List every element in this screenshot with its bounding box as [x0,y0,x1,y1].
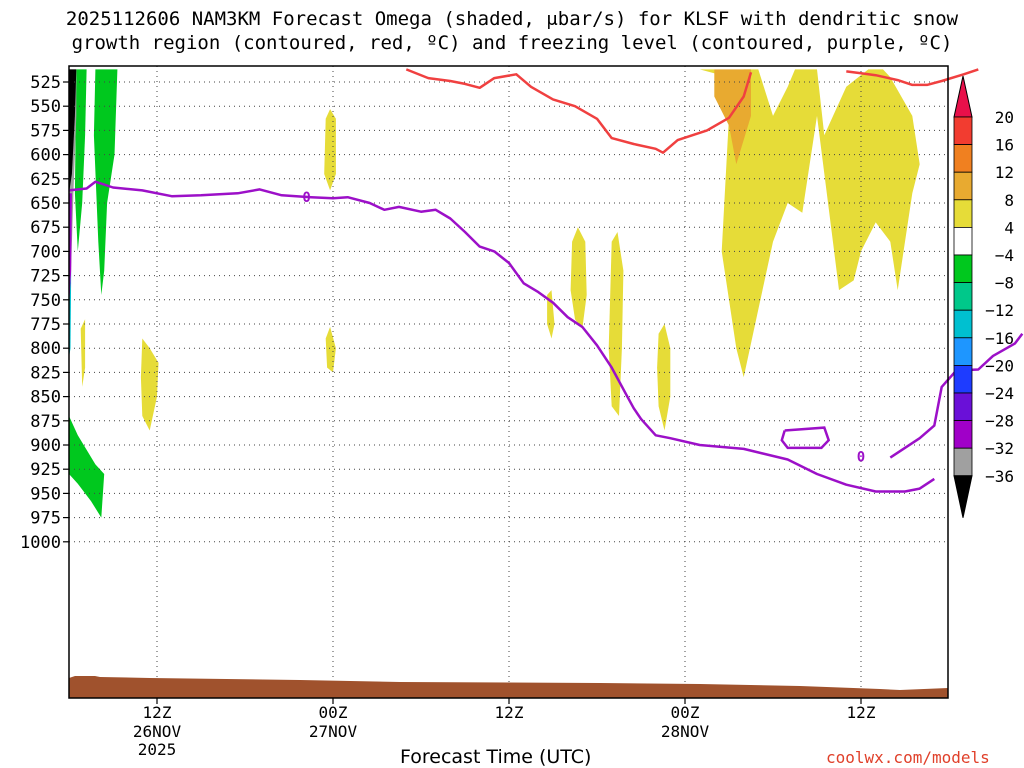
contour-loop [780,426,831,450]
colorbar-label-7: −12 [985,301,1014,320]
colorbar-label-13: −36 [985,467,1014,486]
omega-region-7 [657,324,671,431]
y-tick-label-825: 825 [30,363,61,383]
omega-region-2 [324,109,336,191]
colorbar-label-12: −32 [985,439,1014,458]
colorbar-label-8: −16 [985,329,1014,348]
x-date-label-6: 26NOV [133,722,182,741]
omega-region-1 [714,69,751,165]
omega-shading [69,69,920,518]
colorbar-label-9: −20 [985,356,1014,375]
colorbar: 20 16 12 8 4 −4 −8 −12 −16 −20 −24 −28 −32 −36 [953,75,1014,518]
y-tick-label-775: 775 [30,315,61,335]
chart-title-line-2: growth region (contoured, red, ºC) and f… [71,32,953,54]
colorbar-label-11: −28 [985,412,1014,431]
colorbar-seg-13 [953,447,973,477]
credit-link[interactable]: coolwx.com/models [826,748,990,767]
y-tick-label-925: 925 [30,460,61,480]
x-tick-label-18: 00Z [319,703,348,722]
grid-lines [69,66,948,698]
chart-title-line-1: 2025112606 NAM3KM Forecast Omega (shaded… [65,8,959,30]
y-tick-label-750: 750 [30,291,61,311]
y-tick-label-950: 950 [30,484,61,504]
omega-region-9 [93,69,118,296]
colorbar-top-arrow [953,75,973,118]
y-tick-label-875: 875 [30,412,61,432]
terrain-fill [69,676,948,698]
colorbar-seg-6 [953,254,973,284]
colorbar-seg-8 [953,309,973,339]
y-tick-label-575: 575 [30,121,61,141]
colorbar-bottom-arrow [953,475,973,518]
contour-label-0: 0 [302,190,310,206]
contour-3 [846,68,979,87]
y-tick-label-625: 625 [30,170,61,190]
colorbar-seg-5 [953,226,973,256]
colorbar-seg-1 [953,116,973,146]
contour-label-1: 0 [857,450,865,466]
y-tick-label-900: 900 [30,436,61,456]
omega-region-16 [80,319,86,387]
y-tick-label-550: 550 [30,97,61,117]
colorbar-label-3: 8 [1004,191,1014,210]
colorbar-seg-11 [953,392,973,422]
y-tick-label-600: 600 [30,146,61,166]
omega-region-11 [69,416,105,518]
ground-terrain [69,676,948,698]
colorbar-seg-7 [953,282,973,311]
y-tick-label-725: 725 [30,267,61,287]
y-tick-label-650: 650 [30,194,61,214]
y-tick-label-975: 975 [30,509,61,529]
colorbar-label-1: 16 [995,136,1014,155]
y-tick-label-675: 675 [30,218,61,238]
contour-0 [68,180,935,493]
y-tick-label-850: 850 [30,388,61,408]
contour-2 [405,68,753,154]
x-tick-label-30: 12Z [495,703,524,722]
y-tick-label-1000: 1000 [20,533,61,553]
omega-region-6 [608,232,624,416]
x-date-label-42: 28NOV [661,722,710,741]
omega-region-8 [547,290,555,339]
colorbar-label-6: −8 [995,274,1014,293]
x-axis-label: Forecast Time (UTC) [400,746,592,768]
x-tick-label-42: 00Z [671,703,700,722]
colorbar-label-0: 20 [995,108,1014,127]
colorbar-label-5: −4 [995,246,1014,265]
y-tick-label-800: 800 [30,339,61,359]
x-date-label-18: 27NOV [309,722,358,741]
axes: 525 550 575 600 625 650 675 700 725 750 775 800 825 8… [20,65,949,759]
omega-region-3 [325,326,336,373]
colorbar-label-4: 4 [1004,218,1014,237]
omega-region-13 [69,69,77,194]
colorbar-seg-2 [953,144,973,173]
x-tick-label-6: 12Z [143,703,172,722]
x-year-label-6: 2025 [138,740,177,759]
colorbar-seg-10 [953,364,973,394]
colorbar-seg-12 [953,420,973,449]
y-tick-label-700: 700 [30,242,61,262]
colorbar-label-10: −24 [985,384,1014,403]
x-tick-label-54: 12Z [847,703,876,722]
omega-region-5 [570,227,587,329]
omega-region-0 [663,69,920,378]
y-tick-label-525: 525 [30,73,61,93]
colorbar-label-2: 12 [995,163,1014,182]
omega-region-10 [74,69,87,252]
colorbar-seg-9 [953,337,973,366]
colorbar-seg-4 [953,199,973,228]
omega-region-4 [140,338,159,431]
colorbar-seg-3 [953,171,973,201]
